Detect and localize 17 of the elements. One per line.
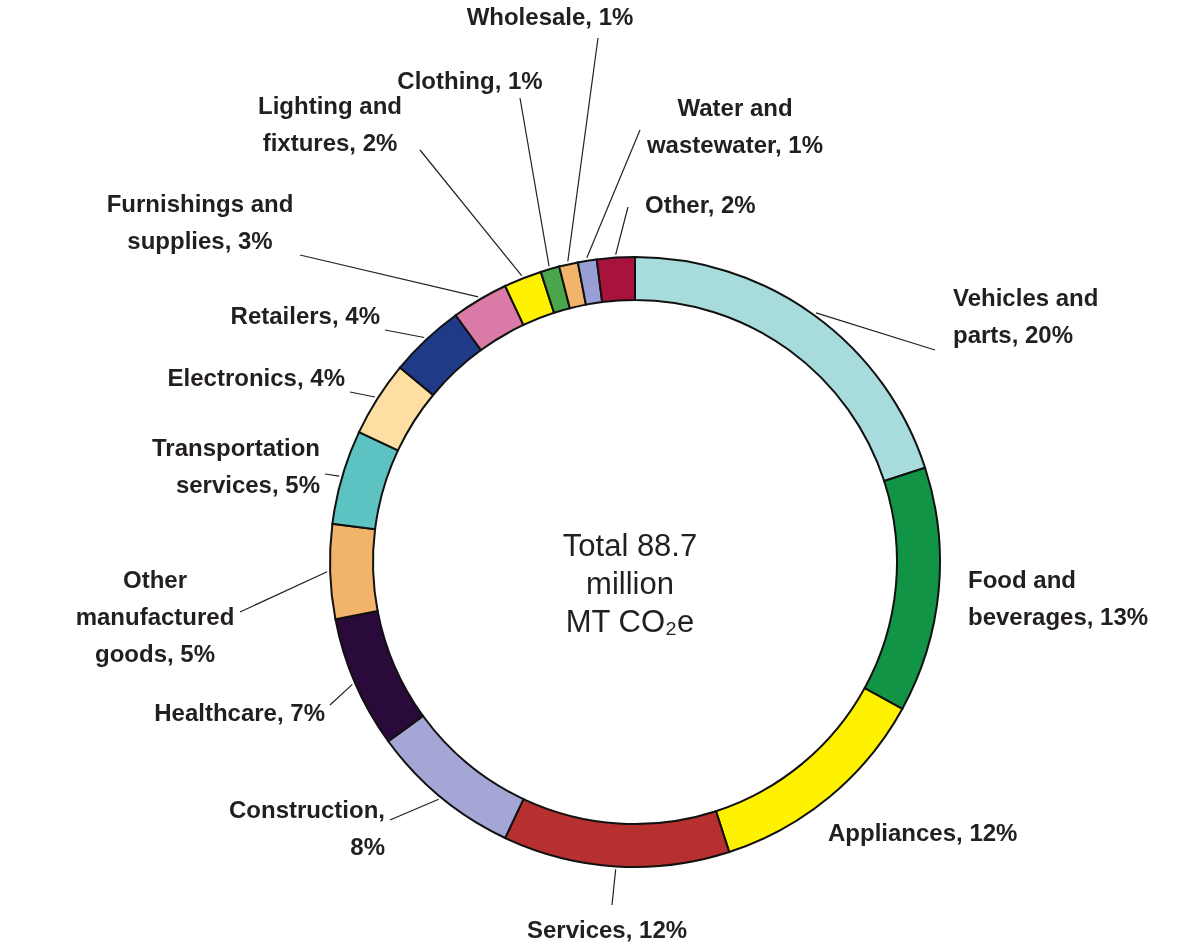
slice-label: Construction, 8% [229,796,385,860]
slice-label: Food and beverages, 13% [968,566,1149,630]
slice-label: Vehicles and parts, 20% [953,284,1099,348]
slice-label: Other, 2% [645,191,756,218]
slice-label: Appliances, 12% [828,819,1018,846]
slice-label: Services, 12% [526,916,688,943]
slice-label: Transportation services, 5% [151,434,320,498]
slice-label: Other manufactured goods, 5% [75,566,235,667]
slice-label: Furnishings and supplies, 3% [106,190,294,254]
slice-label: Lighting and fixtures, 2% [258,92,402,156]
text: Total 88.7 million MT CO₂e [562,528,698,639]
slice-label: Retailers, 4% [230,302,380,329]
slice-label: Wholesale, 1% [466,3,634,30]
slice-label: Electronics, 4% [167,364,345,391]
slice-label: Healthcare, 7% [154,699,325,726]
slice-label: Water and wastewater, 1% [645,94,824,158]
slice-label: Clothing, 1% [397,67,543,94]
